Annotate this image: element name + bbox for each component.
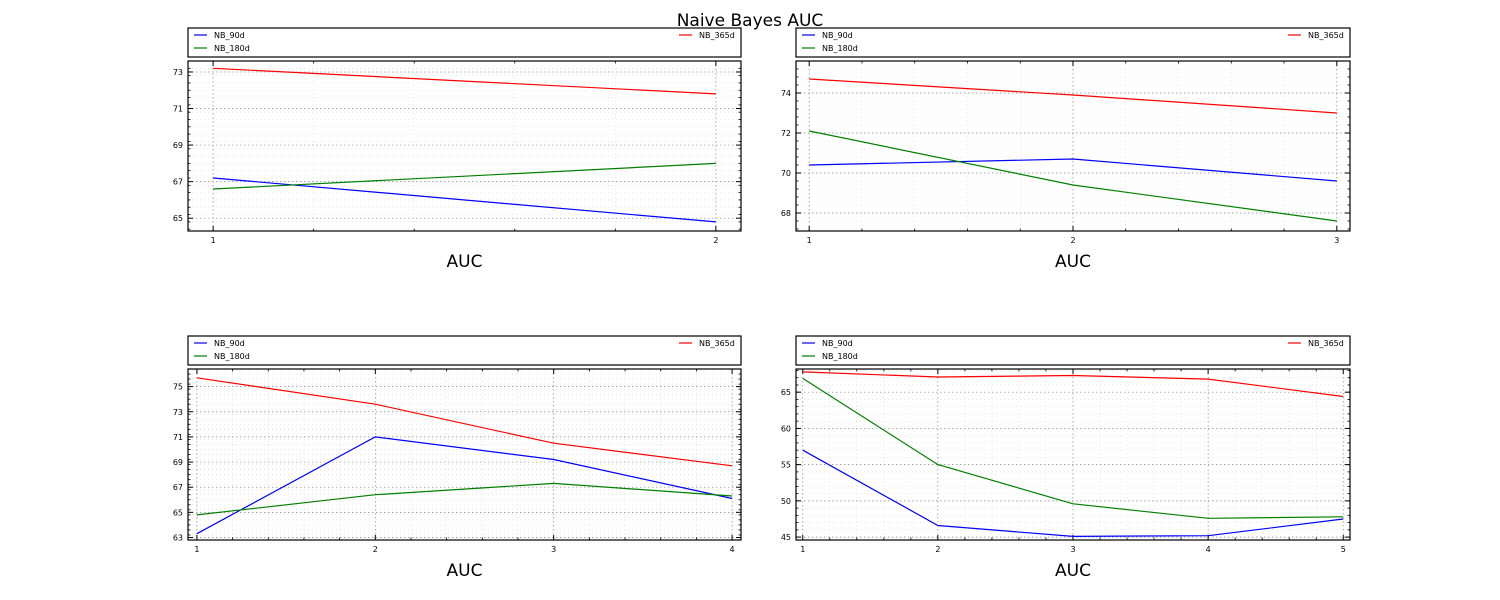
plot-frame [187,368,742,541]
legend-frame [795,27,1351,58]
x-axis-label: AUC [447,561,483,581]
legend: NB_90d NB_180d NB_365d [187,27,742,58]
y-tick-label: 68 [781,209,791,218]
legend: NB_90d NB_180d NB_365d [187,335,742,366]
series-line-NB_90d [809,158,1337,182]
x-tick-label: 5 [1341,545,1346,554]
y-tick-label: 65 [173,508,183,517]
y-tick-label: 45 [781,533,791,542]
legend-label-NB_365d: NB_365d [699,31,735,40]
x-tick-label: 1 [800,545,805,554]
y-tick-label: 75 [173,383,183,392]
x-tick-label: 4 [730,545,735,554]
series-line-NB_365d [809,78,1337,114]
series-line-NB_180d [809,130,1337,222]
legend-frame [795,335,1351,366]
chart-panel-2: 68 70 72 74 1 2 3 AUC NB_90d NB_180d NB_365d [781,27,1351,272]
x-axis-label: AUC [1055,252,1091,272]
y-tick-label: 71 [173,433,183,442]
y-tick-label: 69 [173,458,183,467]
legend-frame [187,335,742,366]
y-tick-label: 72 [781,129,791,138]
y-tick-label: 73 [173,68,183,77]
series-line-NB_365d [213,67,716,95]
y-tick-label: 60 [781,424,791,433]
legend: NB_90d NB_180d NB_365d [795,27,1351,58]
y-tick-label: 70 [781,169,791,178]
legend-label-NB_180d: NB_180d [822,352,858,361]
x-tick-label: 2 [935,545,940,554]
y-tick-label: 67 [173,178,183,187]
x-tick-label: 2 [373,545,378,554]
legend-label-NB_90d: NB_90d [822,339,853,348]
y-tick-label: 63 [173,533,183,542]
y-tick-label: 69 [173,141,183,150]
legend-frame [187,27,742,58]
series-line-NB_90d [802,449,1344,538]
legend-label-NB_90d: NB_90d [214,339,245,348]
x-tick-label: 3 [1334,236,1339,245]
legend-label-NB_90d: NB_90d [214,31,245,40]
figure-title: Naive Bayes AUC [677,11,824,31]
y-tick-label: 55 [781,461,791,470]
legend-label-NB_365d: NB_365d [699,339,735,348]
y-tick-label: 65 [781,388,791,397]
legend-label-NB_90d: NB_90d [822,31,853,40]
panels: 65 67 69 71 73 1 2 AUC NB_90d NB_180d NB_365d 68 70 7… [173,27,1351,581]
series-line-NB_180d [802,377,1344,519]
x-axis-label: AUC [1055,561,1091,581]
y-tick-label: 74 [781,89,791,98]
y-tick-label: 67 [173,483,183,492]
plot-frame [187,60,742,232]
y-tick-label: 71 [173,105,183,114]
series-line-NB_365d [196,377,733,467]
x-tick-label: 2 [1070,236,1075,245]
x-tick-label: 3 [551,545,556,554]
legend-label-NB_365d: NB_365d [1308,339,1344,348]
plot-frame [795,368,1351,541]
plot-area [188,61,741,231]
legend-label-NB_180d: NB_180d [214,44,250,53]
chart-panel-1: 65 67 69 71 73 1 2 AUC NB_90d NB_180d NB_365d [173,27,742,272]
legend-label-NB_365d: NB_365d [1308,31,1344,40]
x-tick-label: 1 [194,545,199,554]
x-tick-label: 3 [1070,545,1075,554]
legend-label-NB_180d: NB_180d [214,352,250,361]
series-line-NB_180d [196,482,733,516]
series-line-NB_180d [213,162,716,190]
legend-label-NB_180d: NB_180d [822,44,858,53]
y-tick-label: 65 [173,214,183,223]
y-tick-label: 50 [781,497,791,506]
y-tick-label: 73 [173,408,183,417]
series-line-NB_90d [196,436,733,535]
plot-frame [795,60,1351,232]
chart-panel-3: 63 65 67 69 71 73 75 1 2 3 4 AUC NB_90d NB_180d NB_365… [173,335,742,581]
x-tick-label: 1 [211,236,216,245]
series-line-NB_365d [802,371,1344,398]
x-axis-label: AUC [447,252,483,272]
x-tick-label: 4 [1206,545,1211,554]
legend: NB_90d NB_180d NB_365d [795,335,1351,366]
x-tick-label: 2 [713,236,718,245]
x-tick-label: 1 [807,236,812,245]
